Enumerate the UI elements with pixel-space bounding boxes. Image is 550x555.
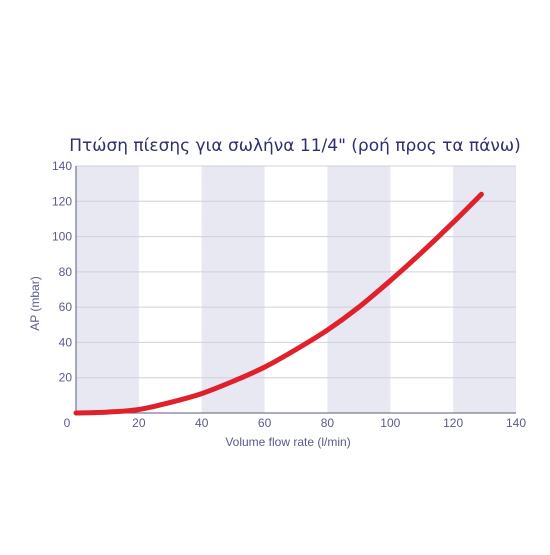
chart-title: Πτώση πίεσης για σωλήνα 11/4" (ροή προς … <box>0 136 550 156</box>
x-tick-label: 120 <box>443 416 463 430</box>
y-tick-label: 60 <box>59 300 73 314</box>
y-tick-label: 140 <box>52 159 72 173</box>
y-tick-label: 20 <box>59 371 73 385</box>
axes <box>76 166 516 413</box>
y-tick-label: 120 <box>52 194 72 208</box>
x-tick-label: 60 <box>258 416 272 430</box>
x-tick-label: 0 <box>64 416 71 430</box>
x-tick-label: 80 <box>321 416 335 430</box>
y-tick-label: 80 <box>59 265 73 279</box>
x-tick-label: 20 <box>132 416 146 430</box>
x-axis-label: Volume flow rate (l/min) <box>225 435 350 449</box>
y-tick-label: 40 <box>59 335 73 349</box>
shaded-band-0 <box>76 166 139 413</box>
shaded-band-3 <box>453 166 516 413</box>
x-tick-label: 100 <box>380 416 400 430</box>
x-tick-label: 140 <box>506 416 526 430</box>
y-tick-label: 100 <box>52 230 72 244</box>
shaded-bands <box>76 166 516 413</box>
shaded-band-1 <box>202 166 265 413</box>
y-axis-label: AP (mbar) <box>28 276 42 330</box>
gridlines <box>76 166 516 378</box>
x-tick-label: 40 <box>195 416 209 430</box>
